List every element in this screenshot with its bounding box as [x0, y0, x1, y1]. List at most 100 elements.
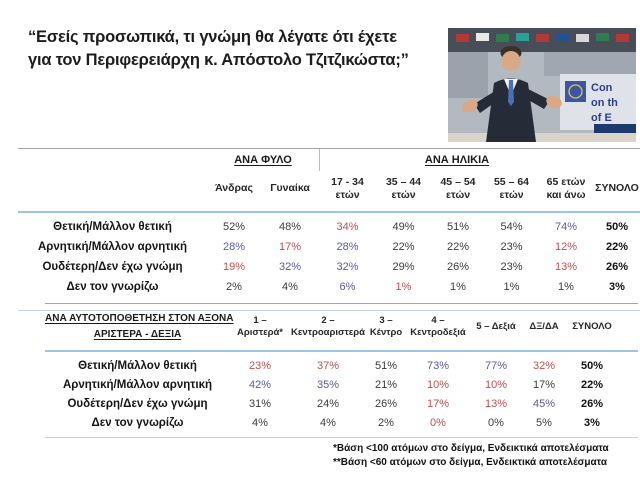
value-cell: 26%: [446, 261, 470, 273]
value-cell: 10%: [426, 378, 450, 391]
value-cell: 1%: [395, 281, 412, 293]
table1-column-header: 35 – 44 ετών: [385, 175, 422, 201]
row-label: Δεν τον γνωρίζω: [91, 416, 184, 429]
footnotes: *Βάση <100 ατόμων στο δείγμα, Ενδεικτικά…: [333, 442, 609, 470]
value-cell: 26%: [605, 261, 629, 273]
row-label: Θετική/Μάλλον θετική: [78, 359, 197, 372]
row-label: Θετική/Μάλλον θετική: [53, 221, 172, 233]
row-label: Ουδέτερη/Δεν έχω γνώμη: [67, 397, 208, 410]
value-cell: 5%: [536, 416, 552, 429]
table-row: Ουδέτερη/Δεν έχω γνώμη 31% 24% 26% 17% 13% 45%…: [45, 394, 638, 413]
value-cell: 42%: [248, 378, 272, 391]
table1-column-header: 17 - 34 ετών: [331, 175, 364, 201]
table-row: Ουδέτερη/Δεν έχω γνώμη 19% 32% 32% 29% 26% 23%…: [18, 257, 640, 277]
value-cell: 13%: [484, 397, 508, 410]
eu-logo: [565, 81, 586, 102]
value-cell: 32%: [278, 261, 302, 273]
table2-column-header: 2 – Κεντροαριστερά: [291, 314, 365, 338]
value-cell: 74%: [554, 221, 578, 233]
table2-column-header: ΔΞ/ΔΑ: [529, 320, 559, 332]
value-cell: 17%: [426, 397, 450, 410]
table2-header-label: ΑΝΑ ΑΥΤΟΤΟΠΟΘΕΤΗΣΗ ΣΤΟΝ ΑΞΟΝΑ ΑΡΙΣΤΕΡΑ -…: [45, 311, 234, 342]
table-row: Θετική/Μάλλον θετική 52% 48% 34% 49% 51% 54% 74…: [18, 217, 640, 237]
group-header-age-label: ΑΝΑ ΗΛΙΚΙΑ: [424, 154, 490, 166]
speaker-photo-illustration: Con on th of E: [448, 28, 636, 142]
value-cell: 54%: [500, 221, 523, 233]
value-cell: 0%: [488, 416, 504, 429]
banner-text-line-1: Con: [591, 82, 613, 94]
table2-header-row: ΑΝΑ ΑΥΤΟΤΟΠΟΘΕΤΗΣΗ ΣΤΟΝ ΑΞΟΝΑ ΑΡΙΣΤΕΡΑ -…: [45, 304, 638, 352]
value-cell: 2%: [378, 416, 394, 429]
page-title: “Εσείς προσωπικά, τι γνώμη θα λέγατε ότι…: [28, 26, 409, 73]
table1-column-header: 65 ετών και άνω: [546, 175, 586, 201]
value-cell: 22%: [392, 241, 415, 253]
value-cell: 31%: [248, 397, 272, 410]
table1-column-header: ΣΥΝΟΛΟ: [595, 182, 639, 195]
value-cell: 45%: [532, 397, 556, 410]
value-cell: 3%: [609, 281, 625, 293]
table1-group-header-row: ΑΝΑ ΦΥΛΟ ΑΝΑ ΗΛΙΚΙΑ: [18, 149, 640, 171]
table2-column-header: 5 – Δεξιά: [476, 320, 516, 332]
value-cell: 1%: [503, 281, 520, 293]
table-by-gender-and-age: ΑΝΑ ΦΥΛΟ ΑΝΑ ΗΛΙΚΙΑ Άνδρας Γυναίκα 17 - 34…: [18, 148, 640, 311]
table-row: Αρνητική/Μάλλον αρνητική 28% 17% 28% 22% 22% 2…: [18, 237, 640, 257]
table-row: Δεν τον γνωρίζω 4% 4% 2% 0% 0% 5% 3%: [45, 413, 638, 432]
value-cell: 1%: [558, 281, 574, 293]
value-cell: 4%: [320, 416, 336, 429]
flags-row: [456, 33, 629, 42]
value-cell: 0%: [430, 416, 446, 429]
value-cell: 77%: [484, 359, 508, 372]
table-row: Δεν τον γνωρίζω 2% 4% 6% 1% 1% 1% 1% 3%: [18, 277, 640, 297]
row-label: Ουδέτερη/Δεν έχω γνώμη: [42, 261, 183, 273]
value-cell: 35%: [316, 378, 340, 391]
table1-column-header: Γυναίκα: [270, 182, 310, 195]
value-cell: 4%: [252, 416, 268, 429]
value-cell: 29%: [392, 261, 415, 273]
footnote-base-60: **Βάση <60 ατόμων στο δείγμα, Ενδεικτικά…: [333, 457, 608, 468]
speaker-figure: [462, 46, 562, 142]
table1-column-header: Άνδρας: [215, 182, 253, 195]
table1-column-header: 45 – 54 ετών: [440, 175, 476, 201]
footnote-base-100: *Βάση <100 ατόμων στο δείγμα, Ενδεικτικά…: [333, 443, 609, 454]
value-cell: 37%: [316, 359, 340, 372]
group-header-age: ΑΝΑ ΗΛΙΚΙΑ: [319, 149, 594, 171]
row-label: Δεν τον γνωρίζω: [66, 281, 159, 293]
value-cell: 1%: [450, 281, 466, 293]
banner-text-line-3: of E: [591, 112, 612, 124]
value-cell: 3%: [584, 416, 600, 429]
value-cell: 26%: [580, 397, 604, 410]
value-cell: 13%: [554, 261, 578, 273]
value-cell: 24%: [316, 397, 340, 410]
value-cell: 28%: [222, 241, 246, 253]
value-cell: 52%: [222, 221, 246, 233]
table2-column-header: 1 – Αριστερά*: [236, 314, 284, 338]
value-cell: 22%: [446, 241, 470, 253]
table1-column-header-row: Άνδρας Γυναίκα 17 - 34 ετών 35 – 44 ετών 45 – …: [18, 171, 640, 213]
value-cell: 34%: [336, 221, 359, 233]
value-cell: 50%: [580, 359, 604, 372]
table-row: Θετική/Μάλλον θετική 23% 37% 51% 73% 77% 32% 50…: [45, 356, 638, 375]
table1-body: Θετική/Μάλλον θετική 52% 48% 34% 49% 51% 54% 74…: [18, 217, 640, 297]
table2-column-header: ΣΥΝΟΛΟ: [572, 320, 612, 332]
value-cell: 21%: [374, 378, 398, 391]
value-cell: 32%: [336, 261, 359, 273]
value-cell: 19%: [222, 261, 246, 273]
value-cell: 17%: [278, 241, 302, 253]
value-cell: 51%: [446, 221, 470, 233]
group-header-gender-label: ΑΝΑ ΦΥΛΟ: [234, 154, 292, 166]
row-label: Αρνητική/Μάλλον αρνητική: [37, 241, 188, 253]
table2-column-header: 3 – Κέντρο: [369, 314, 403, 338]
row-label: Αρνητική/Μάλλον αρνητική: [62, 378, 213, 391]
value-cell: 12%: [554, 241, 578, 253]
value-cell: 32%: [532, 359, 556, 372]
value-cell: 2%: [226, 281, 242, 293]
table-by-left-right-axis: ΑΝΑ ΑΥΤΟΤΟΠΟΘΕΤΗΣΗ ΣΤΟΝ ΑΞΟΝΑ ΑΡΙΣΤΕΡΑ -…: [45, 303, 638, 438]
table2-header-label-line-1: ΑΝΑ ΑΥΤΟΤΟΠΟΘΕΤΗΣΗ ΣΤΟΝ ΑΞΟΝΑ: [45, 313, 234, 324]
value-cell: 28%: [336, 241, 359, 253]
congress-banner: Con on th of E: [560, 74, 636, 130]
value-cell: 48%: [278, 221, 302, 233]
value-cell: 22%: [580, 378, 604, 391]
table2-body: Θετική/Μάλλον θετική 23% 37% 51% 73% 77% 32% 50…: [45, 356, 638, 432]
speaker-photo: Con on th of E: [448, 28, 636, 142]
